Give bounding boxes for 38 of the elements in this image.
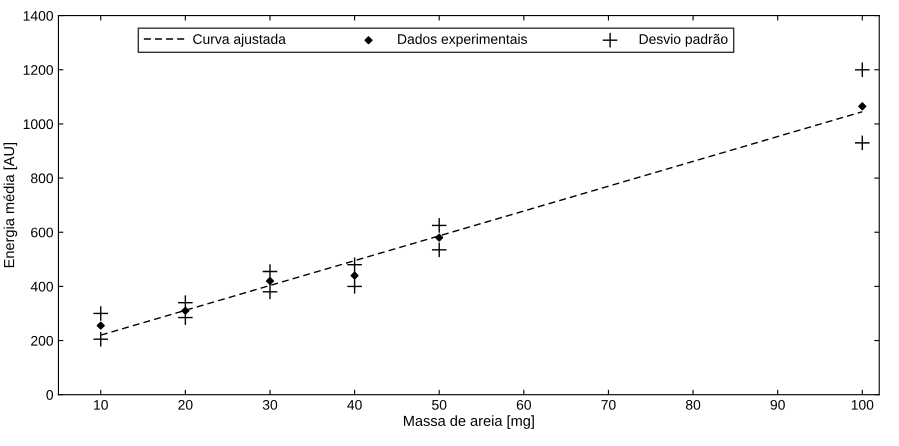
x-tick-label: 40	[347, 400, 362, 410]
point	[435, 234, 444, 242]
x-tick-label: 90	[770, 400, 785, 410]
y-axis-title: Energia média [AU]	[3, 142, 18, 268]
x-tick-label: 10	[94, 400, 108, 410]
legend-label: Curva ajustada	[193, 34, 286, 47]
y-tick-label: 600	[31, 228, 54, 238]
y-tick-label: 200	[31, 336, 54, 346]
legend-label: Dados experimentais	[398, 34, 527, 47]
y-tick-label: 1200	[24, 65, 54, 75]
point	[266, 276, 274, 286]
y-tick-label: 400	[30, 282, 54, 292]
x-tick-label: 20	[178, 400, 193, 410]
y-tick-label: 1400	[24, 10, 54, 21]
point	[92, 305, 109, 322]
x-tick-label: 50	[432, 400, 446, 410]
point	[854, 62, 870, 78]
y-tick-label: 1000	[24, 119, 54, 130]
point	[96, 322, 105, 330]
legend-label: Desvio padrão	[640, 34, 728, 47]
x-tick-label: 30	[262, 400, 278, 410]
point	[350, 271, 359, 280]
point	[854, 134, 870, 151]
x-tick-label: 60	[516, 400, 532, 410]
point	[346, 278, 363, 294]
point	[346, 256, 363, 273]
x-tick-label: 100	[852, 400, 874, 410]
y-tick-label: 800	[31, 173, 54, 184]
point	[262, 284, 278, 300]
point	[92, 331, 109, 348]
point	[431, 217, 448, 234]
point	[858, 102, 866, 110]
point	[431, 242, 448, 258]
point	[262, 264, 278, 280]
x-axis-title: Massa de areia [mg]	[404, 415, 534, 429]
x-tick-label: 80	[686, 400, 700, 410]
y-tick-label: 0	[46, 390, 54, 400]
x-tick-label: 70	[601, 400, 616, 410]
